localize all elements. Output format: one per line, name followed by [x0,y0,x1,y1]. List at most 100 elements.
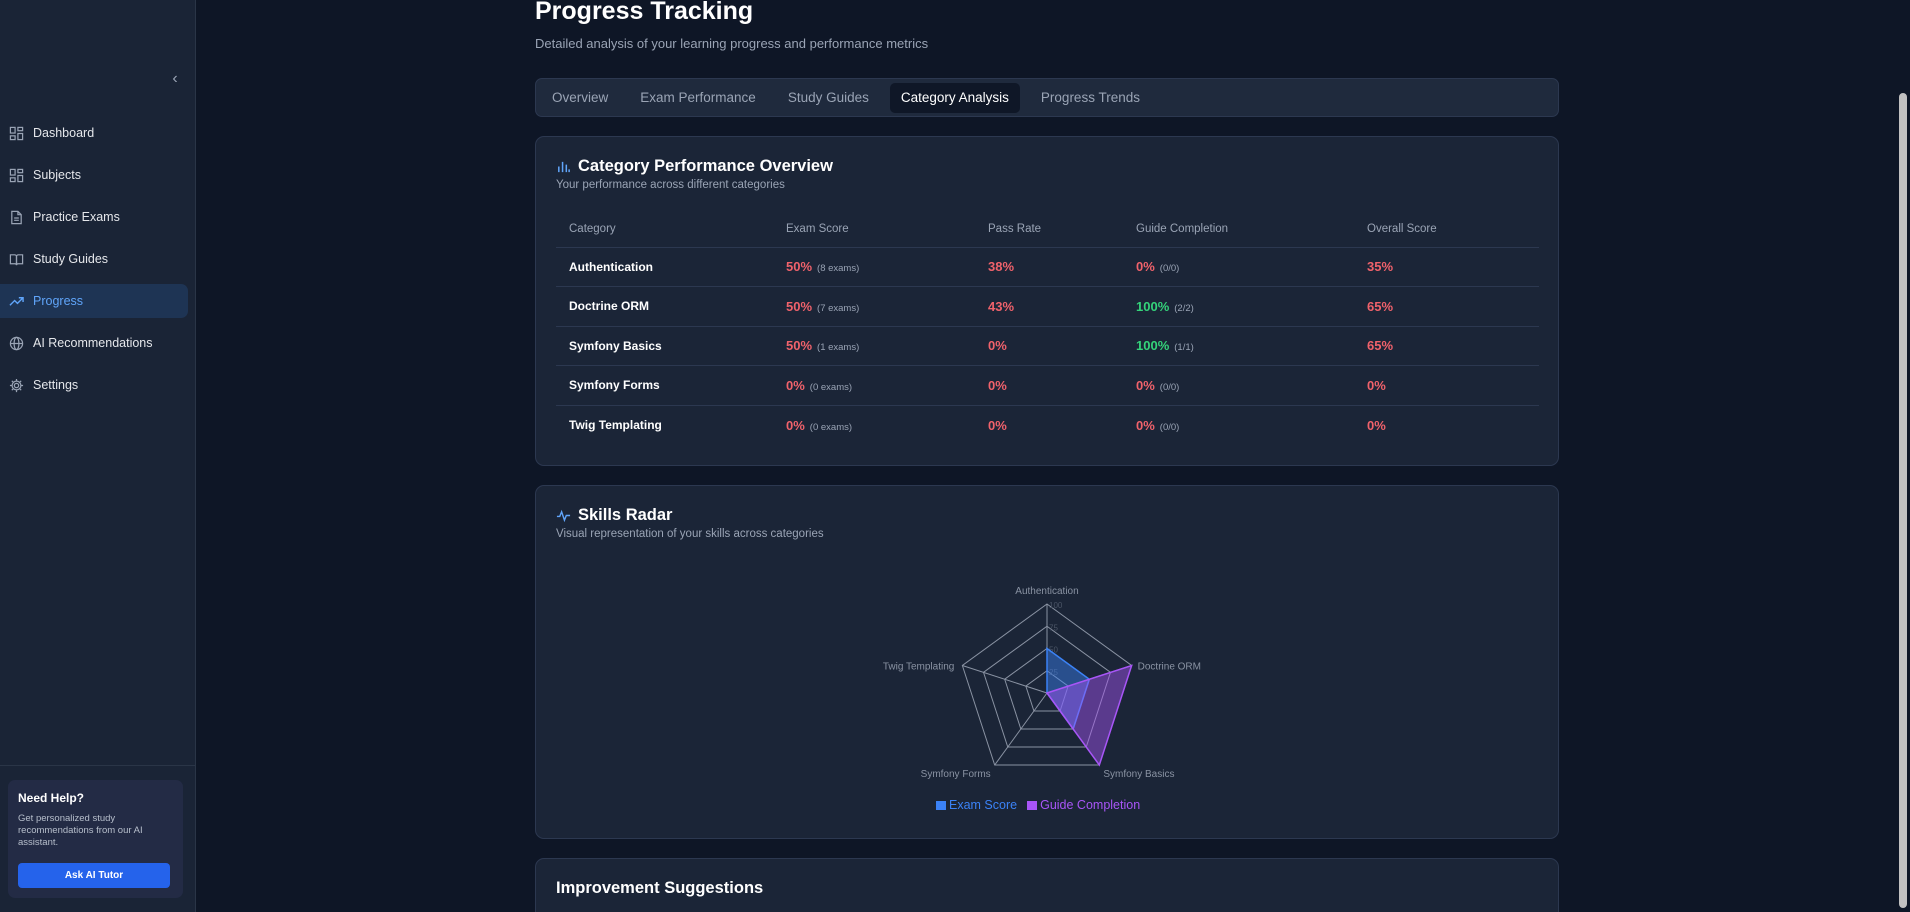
subjects-grid-icon [9,168,24,183]
exam-count: (1 exams) [817,342,860,354]
radar-series-guide-completion [1045,664,1133,767]
exam-count: (7 exams) [817,302,860,314]
overall-score: 0% [1367,377,1386,393]
pass-rate-cell: 38% [975,247,1123,287]
document-icon [9,210,24,225]
guide-completion-cell: 0% (0/0) [1123,365,1354,406]
pass-rate: 0% [988,338,1007,354]
card-title: Category Performance Overview [578,157,833,175]
sidebar: ‹ Dashboard Subjects Practice Exams Stud… [0,0,196,912]
help-text: Get personalized study recommendations f… [18,813,143,848]
tab-progress-trends[interactable]: Progress Trends [1040,90,1140,105]
tab-bar: Overview Exam Performance Study Guides C… [535,78,1559,117]
guide-completion: 100% [1136,298,1170,314]
overall-score: 65% [1367,338,1394,354]
guide-completion-cell: 0% (0/0) [1123,247,1354,287]
legend-label: Exam Score [949,798,1018,812]
sidebar-item-label: Practice Exams [33,210,120,224]
pass-rate: 43% [988,298,1015,314]
category-name: Symfony Basics [556,326,773,366]
radar-category-label: Authentication [1015,586,1078,597]
guide-completion-cell: 100% (1/1) [1123,326,1354,366]
sidebar-item-progress[interactable]: Progress [0,284,188,318]
skills-radar-chart: 25 50 75 100 Authentication Doctrine ORM Symfo… [883,586,1201,780]
guide-count: (2/2) [1174,302,1194,314]
page-title: Progress Tracking [535,0,754,25]
radar-category-label: Symfony Forms [921,769,991,780]
legend-swatch [936,800,946,810]
skills-radar-card: Skills Radar Visual representation of yo… [535,485,1559,839]
ask-ai-tutor-button[interactable]: Ask AI Tutor [18,863,170,888]
table-row: Symfony Basics 50% (1 exams) 0% 100% (1/1)… [556,326,1539,366]
pass-rate-cell: 0% [975,365,1123,406]
guide-count: (0/0) [1159,381,1180,393]
pass-rate: 0% [988,377,1007,393]
guide-count: (0/0) [1159,263,1180,275]
globe-icon [9,336,24,351]
card-title-row: Skills Radar [556,506,672,525]
page-subtitle: Detailed analysis of your learning progr… [535,36,929,51]
radar-tick-label: 25 [1049,668,1058,677]
table-row: Doctrine ORM 50% (7 exams) 43% 100% (2/2) … [556,286,1539,327]
exam-score: 50% [786,298,813,314]
sidebar-item-study-guides[interactable]: Study Guides [0,242,188,276]
sidebar-item-subjects[interactable]: Subjects [0,158,188,192]
card-subtitle: Your performance across different catego… [556,179,785,191]
sidebar-item-label: Settings [33,378,79,392]
sidebar-item-practice-exams[interactable]: Practice Exams [0,200,188,234]
guide-count: (0/0) [1159,421,1180,433]
overall-score: 35% [1367,259,1394,275]
sidebar-divider [0,765,196,766]
legend-item-guide-completion[interactable]: Guide Completion [1027,798,1140,812]
exam-score: 0% [786,377,805,393]
card-title-row: Category Performance Overview [556,157,833,176]
scrollbar-thumb[interactable] [1899,93,1907,908]
card-title: Skills Radar [578,506,673,524]
radar-grid-ring [961,603,1133,766]
guide-completion-cell: 0% (0/0) [1123,405,1354,445]
sidebar-item-ai-recommendations[interactable]: AI Recommendations [0,326,188,360]
table-row: Authentication 50% (8 exams) 38% 0% (0/0) … [556,247,1539,287]
pass-rate-cell: 43% [975,286,1123,327]
tab-overview[interactable]: Overview [552,90,609,105]
sidebar-item-dashboard[interactable]: Dashboard [0,116,188,150]
activity-icon [556,508,571,523]
legend-swatch [1027,800,1038,810]
tab-study-guides[interactable]: Study Guides [787,90,869,105]
legend-item-exam-score[interactable]: Exam Score [936,798,1017,812]
table-row: Twig Templating 0% (0 exams) 0% 0% (0/0) 0… [556,405,1539,445]
exam-score-cell: 50% (1 exams) [773,326,975,366]
radar-grid-ring [982,625,1112,748]
pass-rate: 38% [988,259,1015,275]
radar-grid-ring [1025,670,1069,712]
collapse-sidebar-chevron-left-icon[interactable]: ‹ [172,70,178,87]
category-table: Category Exam Score Pass Rate Guide Comp… [556,211,1539,445]
column-header: Guide Completion [1123,211,1354,248]
guide-completion: 0% [1136,259,1155,275]
dashboard-grid-icon [9,126,24,141]
exam-count: (0 exams) [809,381,853,393]
radar-category-label: Twig Templating [883,661,955,672]
guide-completion: 0% [1136,417,1155,433]
category-name: Symfony Forms [556,365,773,406]
card-title: Improvement Suggestions [556,879,764,897]
category-name: Doctrine ORM [556,286,773,327]
radar-category-label: Doctrine ORM [1138,661,1201,672]
guide-completion-cell: 100% (2/2) [1123,286,1354,327]
exam-score-cell: 0% (0 exams) [773,365,975,406]
radar-tick-label: 100 [1049,601,1063,610]
tab-exam-performance[interactable]: Exam Performance [640,90,756,105]
guide-count: (1/1) [1174,342,1194,354]
radar-category-label: Symfony Basics [1103,769,1174,780]
exam-count: (8 exams) [817,263,860,275]
overall-score-cell: 65% [1354,326,1539,366]
help-title: Need Help? [18,791,85,805]
pass-rate: 0% [988,417,1007,433]
sidebar-nav: Dashboard Subjects Practice Exams Study … [0,116,188,410]
sidebar-item-settings[interactable]: Settings [0,368,188,402]
table-header-row: Category Exam Score Pass Rate Guide Comp… [556,211,1539,248]
pass-rate-cell: 0% [975,405,1123,445]
tab-category-analysis[interactable]: Category Analysis [889,82,1020,113]
card-subtitle: Visual representation of your skills acr… [556,528,824,540]
bar-chart-icon [556,159,571,174]
